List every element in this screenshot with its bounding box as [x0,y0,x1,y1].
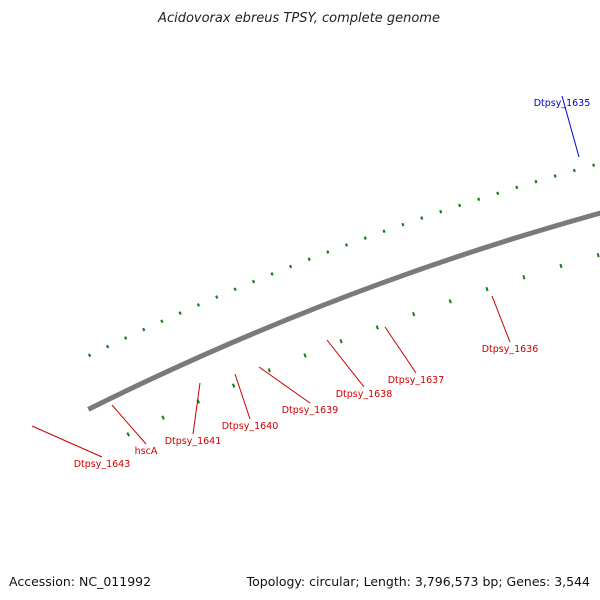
gene-label[interactable]: Dtpsy_1643 [74,459,131,470]
scale-minor-tick [515,185,519,190]
scale-minor-tick [592,163,596,167]
gene-label[interactable]: Dtpsy_1641 [165,436,222,447]
inner-scale-tick [303,353,307,358]
inner-scale-tick [596,253,600,258]
gene-label[interactable]: Dtpsy_1639 [282,405,339,416]
scale-minor-tick [270,272,274,276]
scale-minor-tick [233,287,237,292]
topology-text: Topology: circular; Length: 3,796,573 bp… [246,574,590,589]
inner-scale-tick [375,325,379,330]
scale-minor-tick [439,209,443,214]
gene-labels: Dtpsy_1635 Dtpsy_1636 Dtpsy_1637 Dtpsy_1638… [31,95,591,470]
gene-label-leader [258,366,311,404]
inner-scale-tick [231,383,236,388]
gene-label-leader [326,339,365,388]
scale-minor-tick [142,327,146,332]
gene-label-leader [111,404,147,445]
gene-label[interactable]: hscA [135,446,158,457]
scale-minor-tick [382,229,386,234]
gene-label-leader [384,326,417,374]
scale-minor-tick [307,257,311,262]
map-title: Acidovorax ebreus TPSY, complete genome [157,11,440,26]
scale-minor-tick [105,344,110,349]
gene-label-leader [192,382,201,435]
inner-scale-tick [412,311,416,317]
scale-minor-tick [553,174,557,178]
inner-scale-tick [267,368,271,373]
scale-minor-tick [401,222,405,227]
scale-minor-tick [289,264,293,269]
gene-label[interactable]: Dtpsy_1638 [336,389,393,400]
scale-minor-tick [534,179,538,184]
scale-minor-tick [251,279,256,284]
inner-scale-tick [161,415,165,420]
scale-minor-tick [215,295,219,299]
gene-label[interactable]: Dtpsy_1640 [222,421,279,432]
scale-minor-tick [477,197,481,202]
scale-minor-tick [178,311,182,315]
scale-ticks: 1727 kbp1728 kbp1729 kbp1730 kbp1731 kbp… [87,163,600,437]
gene-label-leader [234,373,251,420]
scale-minor-tick [458,203,462,208]
scale-minor-tick [160,319,164,324]
gene-label[interactable]: Dtpsy_1637 [388,375,445,386]
scale-minor-tick [326,250,330,254]
scale-minor-tick [123,336,128,340]
inner-scale-tick [448,299,452,304]
inner-scale-tick [485,286,489,292]
scale-minor-tick [344,243,349,247]
scale-minor-tick [420,216,424,220]
scale-minor-tick [363,236,367,240]
scale-minor-tick [196,303,201,307]
gene-label-leader [491,295,511,343]
scale-minor-tick [496,191,500,196]
inner-scale-tick [339,339,343,344]
scale-minor-tick [572,168,576,173]
genome-backbone [87,210,600,412]
scale-minor-tick [87,353,92,358]
accession-text: Accession: NC_011992 [9,574,151,589]
gene-label-leader [561,95,580,158]
gene-label[interactable]: Dtpsy_1636 [482,344,539,355]
backbone-arc [87,210,600,412]
inner-scale-tick [522,275,526,280]
gene-label[interactable]: Dtpsy_1635 [534,98,591,109]
inner-scale-tick [126,432,130,437]
inner-scale-tick [559,263,563,269]
gene-label-leader [31,425,103,458]
